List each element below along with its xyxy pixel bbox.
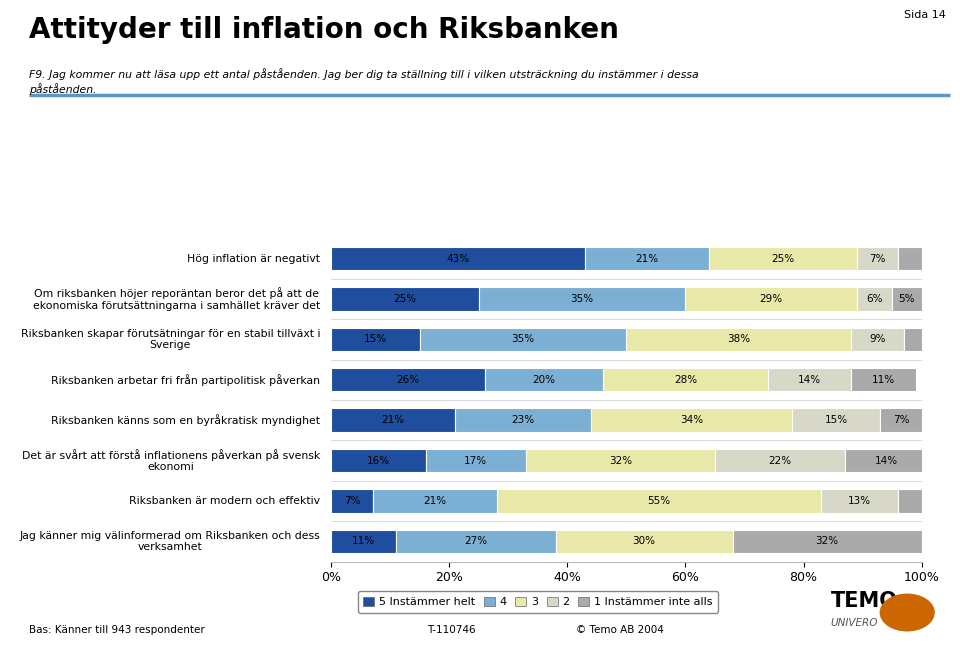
Text: TEMO: TEMO xyxy=(830,590,898,611)
Text: Bas: Känner till 943 respondenter: Bas: Känner till 943 respondenter xyxy=(29,625,204,635)
Text: 14%: 14% xyxy=(798,375,821,385)
Text: 27%: 27% xyxy=(465,536,488,547)
Text: 26%: 26% xyxy=(396,375,420,385)
Bar xyxy=(331,449,425,472)
Bar xyxy=(331,328,420,351)
Bar xyxy=(331,287,479,311)
Text: 20%: 20% xyxy=(532,375,555,385)
Bar xyxy=(585,247,709,270)
Text: 34%: 34% xyxy=(680,415,703,425)
Bar xyxy=(715,449,845,472)
Text: 15%: 15% xyxy=(364,334,387,344)
Bar xyxy=(732,530,922,553)
Text: påståenden.: påståenden. xyxy=(29,83,96,95)
Text: 7%: 7% xyxy=(893,415,909,425)
Text: Riksbanken skapar förutsätningar för en stabil tillväxt i
Sverige: Riksbanken skapar förutsätningar för en … xyxy=(20,328,320,350)
Bar xyxy=(420,328,626,351)
Bar xyxy=(331,408,455,432)
Text: Jag känner mig välinformerad om Riksbanken och dess
verksamhet: Jag känner mig välinformerad om Riksbank… xyxy=(19,531,320,552)
Bar xyxy=(603,368,768,392)
Text: Riksbanken känns som en byråkratisk myndighet: Riksbanken känns som en byråkratisk mynd… xyxy=(51,414,320,426)
Bar xyxy=(685,287,856,311)
Bar xyxy=(396,530,556,553)
Text: 29%: 29% xyxy=(759,294,782,304)
Bar xyxy=(556,530,732,553)
Text: 7%: 7% xyxy=(869,253,885,264)
Text: Riksbanken arbetar fri från partipolitisk påverkan: Riksbanken arbetar fri från partipolitis… xyxy=(51,374,320,386)
Text: 17%: 17% xyxy=(465,456,488,466)
Bar xyxy=(821,489,898,513)
Bar xyxy=(526,449,715,472)
Text: 16%: 16% xyxy=(367,456,390,466)
Bar xyxy=(898,489,922,513)
Text: 21%: 21% xyxy=(382,415,405,425)
Text: 55%: 55% xyxy=(647,496,670,506)
Text: © Temo AB 2004: © Temo AB 2004 xyxy=(576,625,664,635)
Text: 43%: 43% xyxy=(446,253,469,264)
Bar xyxy=(851,328,904,351)
Text: 15%: 15% xyxy=(825,415,848,425)
Text: F9. Jag kommer nu att läsa upp ett antal påståenden. Jag ber dig ta ställning ti: F9. Jag kommer nu att läsa upp ett antal… xyxy=(29,69,699,80)
Text: 13%: 13% xyxy=(848,496,871,506)
Bar xyxy=(768,368,851,392)
Text: T-110746: T-110746 xyxy=(427,625,475,635)
Text: 11%: 11% xyxy=(352,536,375,547)
Text: Attityder till inflation och Riksbanken: Attityder till inflation och Riksbanken xyxy=(29,16,618,44)
Bar xyxy=(591,408,792,432)
Text: 21%: 21% xyxy=(423,496,446,506)
Text: 35%: 35% xyxy=(512,334,535,344)
Text: Om riksbanken höjer reporäntan beror det på att de
ekonomiska förutsättningarna : Om riksbanken höjer reporäntan beror det… xyxy=(33,287,320,311)
Bar xyxy=(331,530,396,553)
Text: Det är svårt att förstå inflationens påverkan på svensk
ekonomi: Det är svårt att förstå inflationens påv… xyxy=(22,449,320,472)
Bar xyxy=(455,408,591,432)
Text: 30%: 30% xyxy=(633,536,656,547)
Bar xyxy=(709,247,856,270)
Bar xyxy=(856,247,898,270)
Bar xyxy=(845,449,927,472)
Bar xyxy=(331,368,485,392)
Legend: 5 Instämmer helt, 4, 3, 2, 1 Instämmer inte alls: 5 Instämmer helt, 4, 3, 2, 1 Instämmer i… xyxy=(358,591,718,613)
Text: 9%: 9% xyxy=(869,334,885,344)
Text: 23%: 23% xyxy=(512,415,535,425)
Text: 7%: 7% xyxy=(344,496,360,506)
Text: 14%: 14% xyxy=(875,456,898,466)
Bar xyxy=(479,287,685,311)
Text: 5%: 5% xyxy=(899,294,915,304)
Bar xyxy=(626,328,851,351)
Text: Sida 14: Sida 14 xyxy=(903,10,946,20)
Text: Riksbanken är modern och effektiv: Riksbanken är modern och effektiv xyxy=(129,496,320,506)
Bar xyxy=(792,408,880,432)
Text: 35%: 35% xyxy=(570,294,593,304)
Bar xyxy=(331,247,585,270)
Text: 25%: 25% xyxy=(394,294,417,304)
Text: 38%: 38% xyxy=(727,334,750,344)
Bar xyxy=(485,368,603,392)
Text: 22%: 22% xyxy=(768,456,791,466)
Text: Hög inflation är negativt: Hög inflation är negativt xyxy=(187,253,320,264)
Bar xyxy=(496,489,821,513)
Text: 32%: 32% xyxy=(816,536,839,547)
Text: 28%: 28% xyxy=(674,375,697,385)
Bar xyxy=(851,368,916,392)
Bar xyxy=(856,287,892,311)
Bar xyxy=(898,247,922,270)
Bar xyxy=(331,489,372,513)
Text: UNIVERO: UNIVERO xyxy=(830,618,877,628)
Text: 25%: 25% xyxy=(771,253,795,264)
Text: 11%: 11% xyxy=(872,375,895,385)
Bar xyxy=(372,489,496,513)
Bar xyxy=(904,328,922,351)
Bar xyxy=(425,449,526,472)
Text: 32%: 32% xyxy=(609,456,632,466)
Bar xyxy=(880,408,922,432)
Bar xyxy=(892,287,922,311)
Text: 21%: 21% xyxy=(636,253,659,264)
Text: 6%: 6% xyxy=(866,294,882,304)
